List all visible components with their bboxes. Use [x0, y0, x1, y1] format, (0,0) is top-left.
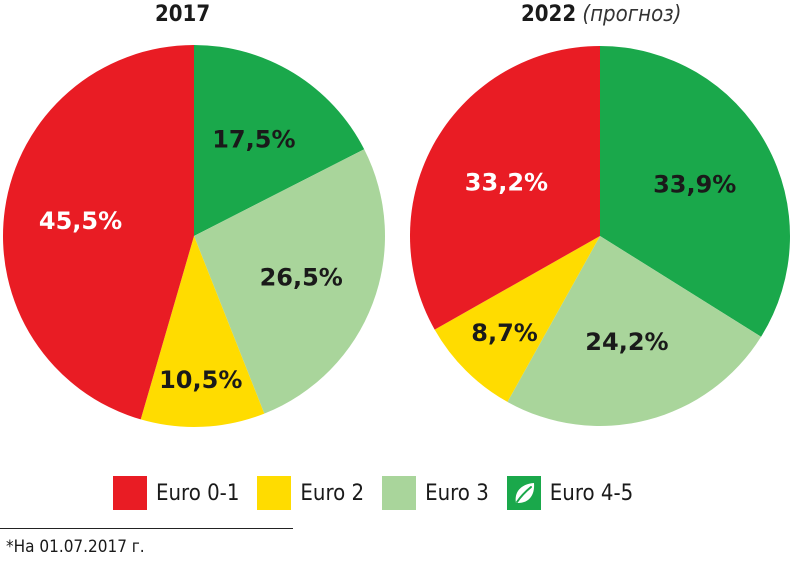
pie-slice-euro-2	[434, 236, 600, 402]
chart-title-2017: 2017	[155, 2, 210, 27]
pie-charts: 17,5% 26,5% 10,5% 45,5% 33,9% 24,2% 8,7% 33,2%	[2, 45, 790, 428]
legend-item-euro-0-1: Euro 0-1	[113, 476, 239, 510]
footnote-divider	[0, 528, 293, 529]
legend-swatch	[506, 476, 541, 510]
legend-label: Euro 4-5	[549, 480, 634, 506]
chart-subtitle: (прогноз)	[582, 2, 682, 27]
slice-data-label: 10,5%	[159, 366, 242, 394]
footnote: *На 01.07.2017 г.	[6, 537, 145, 557]
slice-data-label: 8,7%	[471, 319, 538, 347]
legend-swatch	[257, 476, 292, 510]
chart-title-year: 2022	[521, 2, 577, 27]
legend-label: Euro 3	[425, 480, 489, 506]
slice-data-label: 17,5%	[212, 125, 295, 153]
slice-data-label: 24,2%	[585, 328, 668, 356]
slice-data-label: 26,5%	[260, 264, 343, 292]
chart-title-year: 2017	[155, 2, 211, 27]
legend-label: Euro 2	[300, 480, 365, 506]
slice-data-label: 33,2%	[465, 168, 548, 196]
pie-slice-euro-3	[194, 149, 385, 414]
legend-item-euro-4-5: Euro 4-5	[506, 476, 634, 510]
legend-swatch	[113, 476, 147, 510]
legend-item-euro-3: Euro 3	[382, 476, 489, 510]
legend-swatch	[382, 476, 417, 510]
pie-slice-euro-4-5	[600, 46, 790, 337]
pie-slice-euro-3	[507, 236, 762, 426]
legend-label: Euro 0-1	[156, 480, 240, 506]
pie-slice-euro-4-5	[194, 45, 365, 236]
legend: Euro 0-1 Euro 2 Euro 3 Euro 4-5	[113, 476, 651, 510]
pie-slice-euro-2	[140, 236, 265, 428]
slice-data-label: 45,5%	[39, 207, 122, 235]
pie-slice-euro-0-1	[2, 45, 194, 420]
pie-slice-euro-0-1	[410, 46, 600, 330]
chart-title-2022: 2022 (прогноз)	[521, 2, 681, 27]
leaf-icon	[515, 483, 534, 503]
legend-item-euro-2: Euro 2	[257, 476, 364, 510]
slice-data-label: 33,9%	[653, 171, 736, 199]
